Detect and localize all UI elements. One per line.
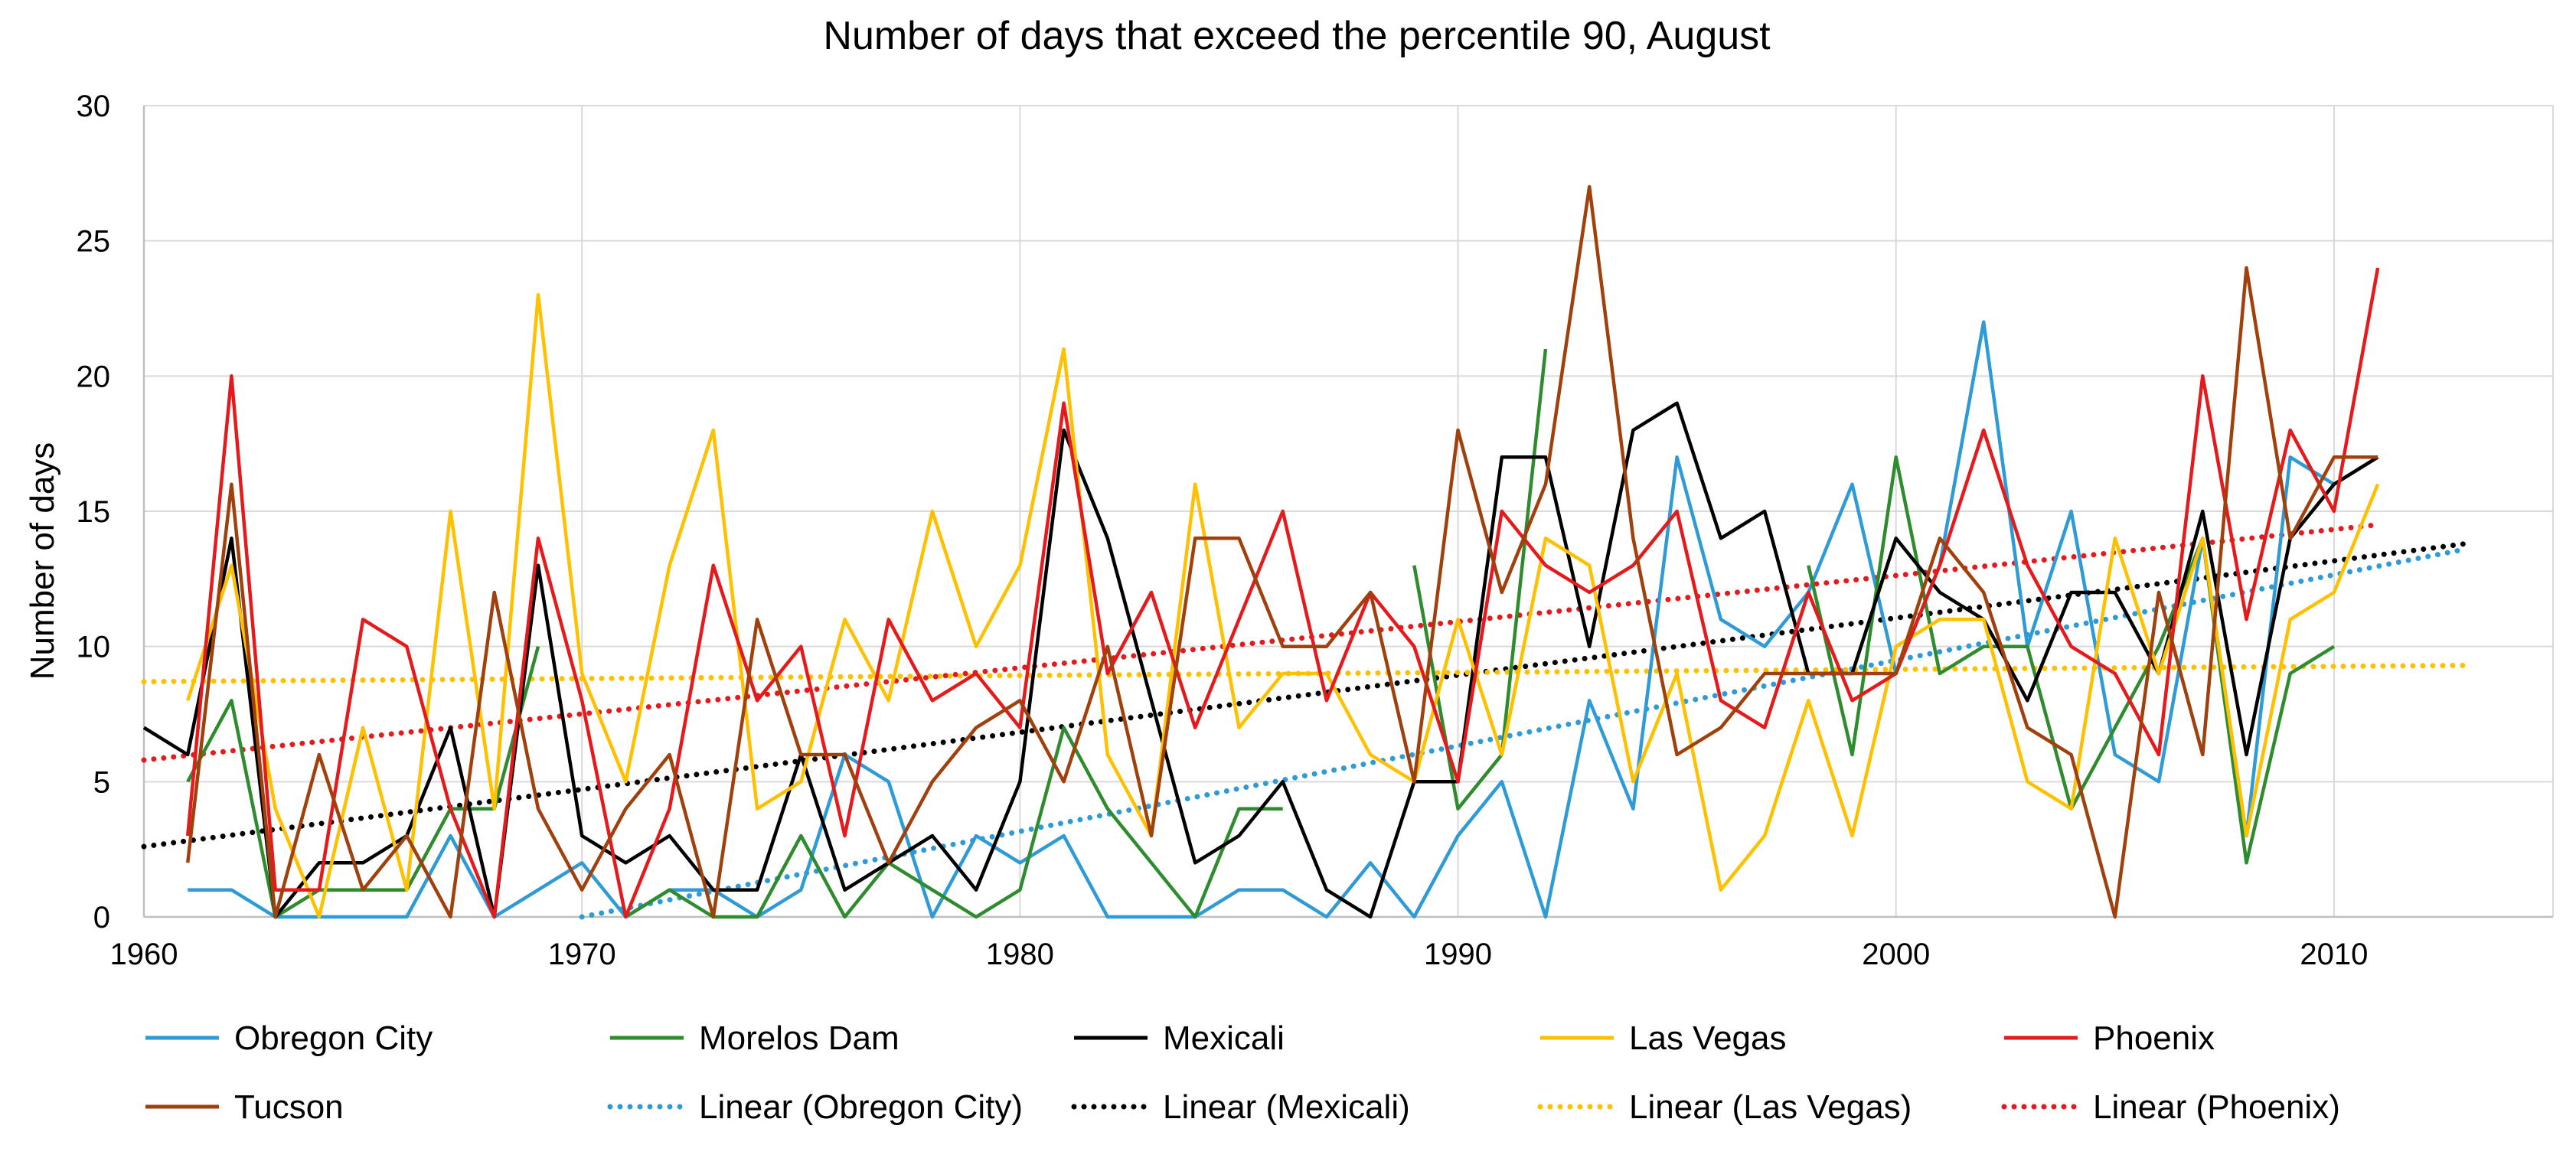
legend-label: Linear (Mexicali)	[1163, 1088, 1410, 1126]
legend-item-las-vegas: Las Vegas	[1540, 1019, 1787, 1057]
y-tick-label: 5	[93, 765, 110, 799]
legend-item-linear-phoenix: Linear (Phoenix)	[2001, 1088, 2340, 1126]
y-tick-label: 10	[77, 631, 111, 664]
legend-item-linear-obregon-city: Linear (Obregon City)	[607, 1088, 1023, 1126]
legend-label: Linear (Phoenix)	[2093, 1088, 2340, 1126]
y-tick-label: 30	[77, 90, 111, 123]
x-tick-label: 1980	[986, 938, 1054, 971]
legend-label: Morelos Dam	[699, 1019, 899, 1057]
legend-item-obregon-city: Obregon City	[145, 1019, 433, 1057]
series-line-linear-phoenix	[141, 522, 2381, 763]
legend-item-morelos-dam: Morelos Dam	[610, 1019, 899, 1057]
x-tick-label: 2010	[2300, 938, 2368, 971]
legend-label: Las Vegas	[1629, 1019, 1787, 1057]
y-tick-label: 15	[77, 495, 111, 529]
legend: Obregon City Morelos Dam Mexicali Las Vegas…	[145, 1019, 2340, 1126]
series-line-tucson	[185, 184, 2378, 919]
legend-item-linear-mexicali: Linear (Mexicali)	[1071, 1088, 1410, 1126]
series-line-linear-obregon-city	[579, 546, 2469, 920]
legend-label: Tucson	[234, 1088, 344, 1126]
series-line-mexicali	[142, 401, 2379, 919]
x-tick-label: 1960	[110, 938, 178, 971]
legend-label: Phoenix	[2093, 1019, 2215, 1057]
x-tick-label: 1970	[548, 938, 616, 971]
plot-series	[141, 184, 2469, 920]
y-tick-label: 25	[77, 225, 111, 259]
axes: 0 5 10 15 20 25 30 1960 1970 1980 1990 2000 2010	[77, 90, 2553, 971]
x-tick-label: 1990	[1424, 938, 1492, 971]
x-tick-label: 2000	[1862, 938, 1930, 971]
legend-label: Linear (Las Vegas)	[1629, 1088, 1912, 1126]
legend-item-tucson: Tucson	[145, 1088, 344, 1126]
y-tick-label: 20	[77, 360, 111, 393]
series-line-linear-mexicali	[141, 540, 2469, 850]
legend-label: Linear (Obregon City)	[699, 1088, 1023, 1126]
legend-label: Mexicali	[1163, 1019, 1285, 1057]
chart-title: Number of days that exceed the percentil…	[823, 14, 1771, 58]
legend-item-mexicali: Mexicali	[1074, 1019, 1285, 1057]
series-line-phoenix	[185, 267, 2380, 919]
legend-item-linear-las-vegas: Linear (Las Vegas)	[1537, 1088, 1912, 1126]
legend-item-phoenix: Phoenix	[2004, 1019, 2215, 1057]
series-line-obregon-city	[188, 320, 2379, 919]
legend-label: Obregon City	[234, 1019, 433, 1057]
y-tick-label: 0	[93, 901, 110, 935]
gridlines	[144, 105, 2554, 917]
series-line-las-vegas	[186, 293, 2380, 919]
y-axis-label: Number of days	[24, 442, 61, 680]
